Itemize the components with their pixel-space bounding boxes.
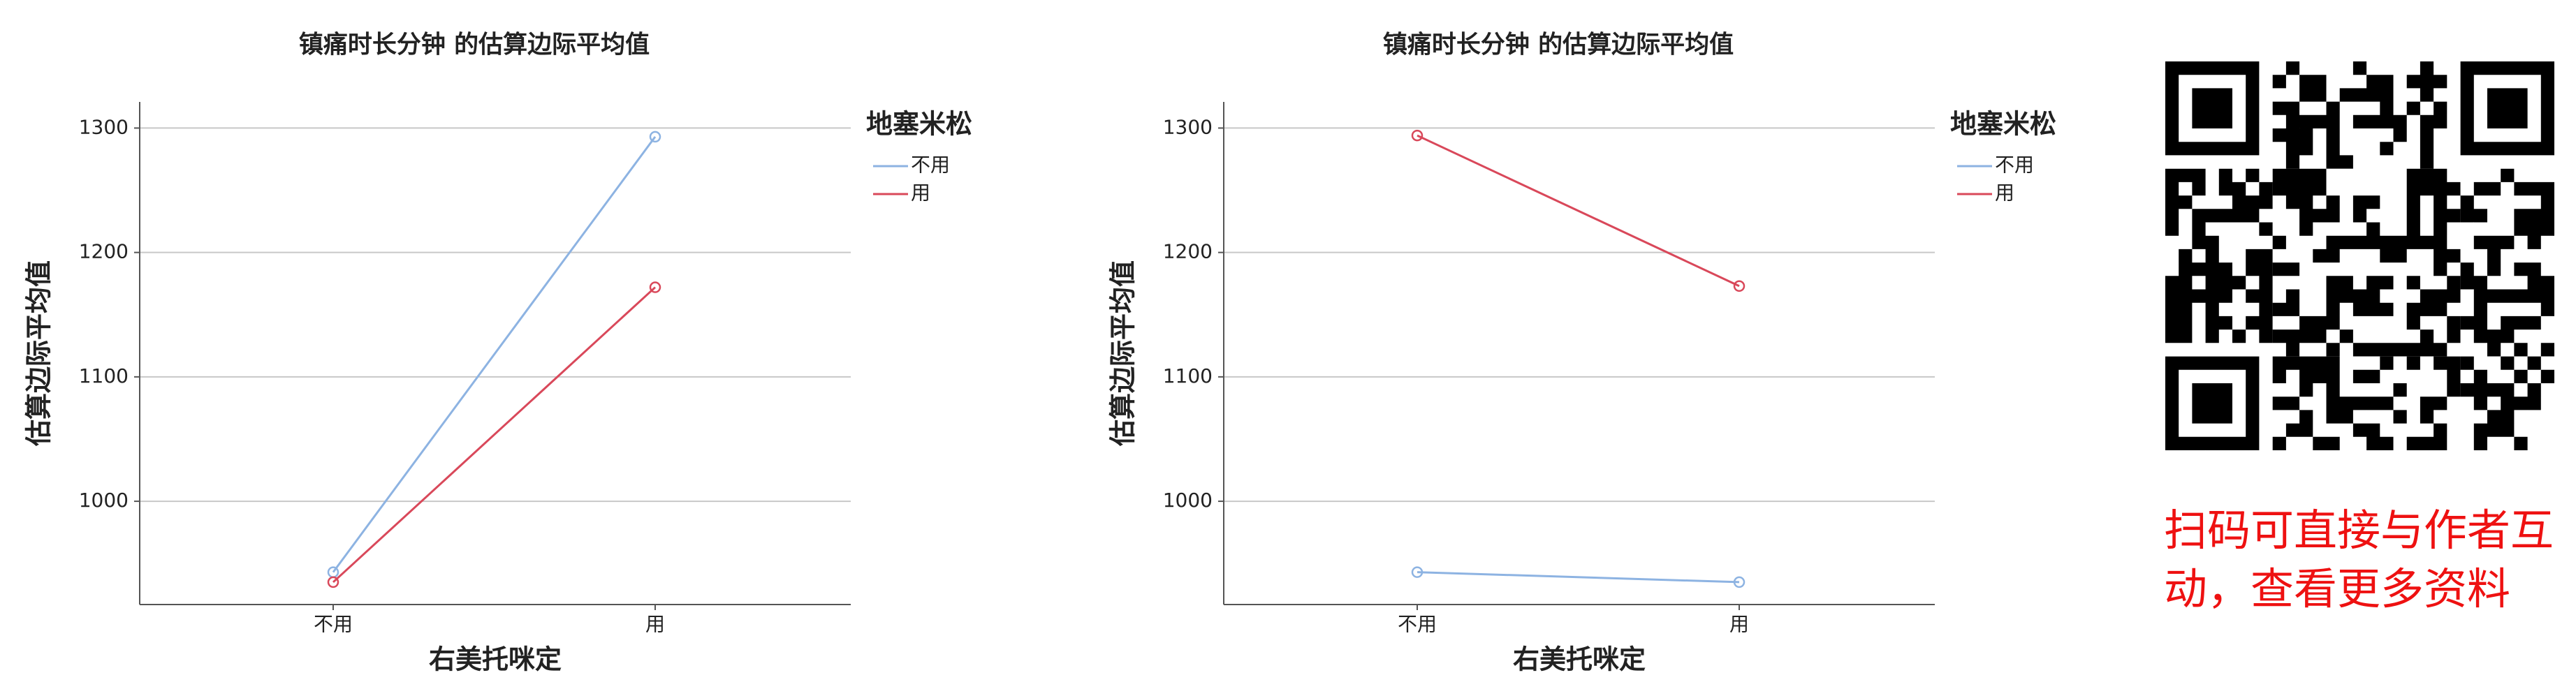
- x-tick-label: 用: [1729, 613, 1749, 636]
- qr-caption: 扫码可直接与作者互动，查看更多资料: [2164, 505, 2554, 614]
- point-marker: [1733, 280, 1746, 292]
- y-tick-label: 1200: [79, 240, 129, 263]
- x-axis-title: 右美托咪定: [1513, 644, 1646, 675]
- point-marker: [1411, 566, 1424, 578]
- x-tick-label: 不用: [1398, 613, 1437, 636]
- legend-title: 地塞米松: [866, 108, 972, 140]
- y-tick-label: 1000: [79, 489, 129, 512]
- legend-label: 不用: [1995, 154, 2034, 177]
- chart-title: 镇痛时长分钟 的估算边际平均值: [299, 31, 650, 59]
- point-marker: [327, 576, 339, 588]
- x-tick-label: 用: [645, 613, 665, 636]
- series-line: [1417, 134, 1740, 288]
- legend-title: 地塞米松: [1950, 108, 2056, 140]
- y-axis-title: 估算边际平均值: [23, 260, 54, 447]
- chart-title: 镇痛时长分钟 的估算边际平均值: [1383, 31, 1734, 59]
- x-tick-label: 不用: [314, 613, 353, 636]
- y-tick-label: 1300: [1163, 115, 1213, 138]
- legend-label: 用: [911, 181, 930, 205]
- y-tick-label: 1000: [1163, 489, 1213, 512]
- y-tick-label: 1100: [1163, 364, 1213, 387]
- qr-code: [2165, 61, 2554, 450]
- x-axis-title: 右美托咪定: [429, 644, 562, 675]
- legend-label: 不用: [911, 154, 950, 177]
- y-axis-title: 估算边际平均值: [1107, 260, 1139, 447]
- y-tick-label: 1200: [1163, 240, 1213, 263]
- series-line: [332, 136, 657, 573]
- point-marker: [1411, 129, 1424, 142]
- point-marker: [649, 131, 661, 143]
- legend-label: 用: [1995, 181, 2014, 205]
- y-tick-label: 1100: [79, 364, 129, 387]
- series-line: [1417, 571, 1740, 584]
- y-tick-label: 1300: [79, 115, 129, 138]
- point-marker: [649, 281, 661, 293]
- point-marker: [1733, 576, 1746, 588]
- series-line: [332, 286, 657, 584]
